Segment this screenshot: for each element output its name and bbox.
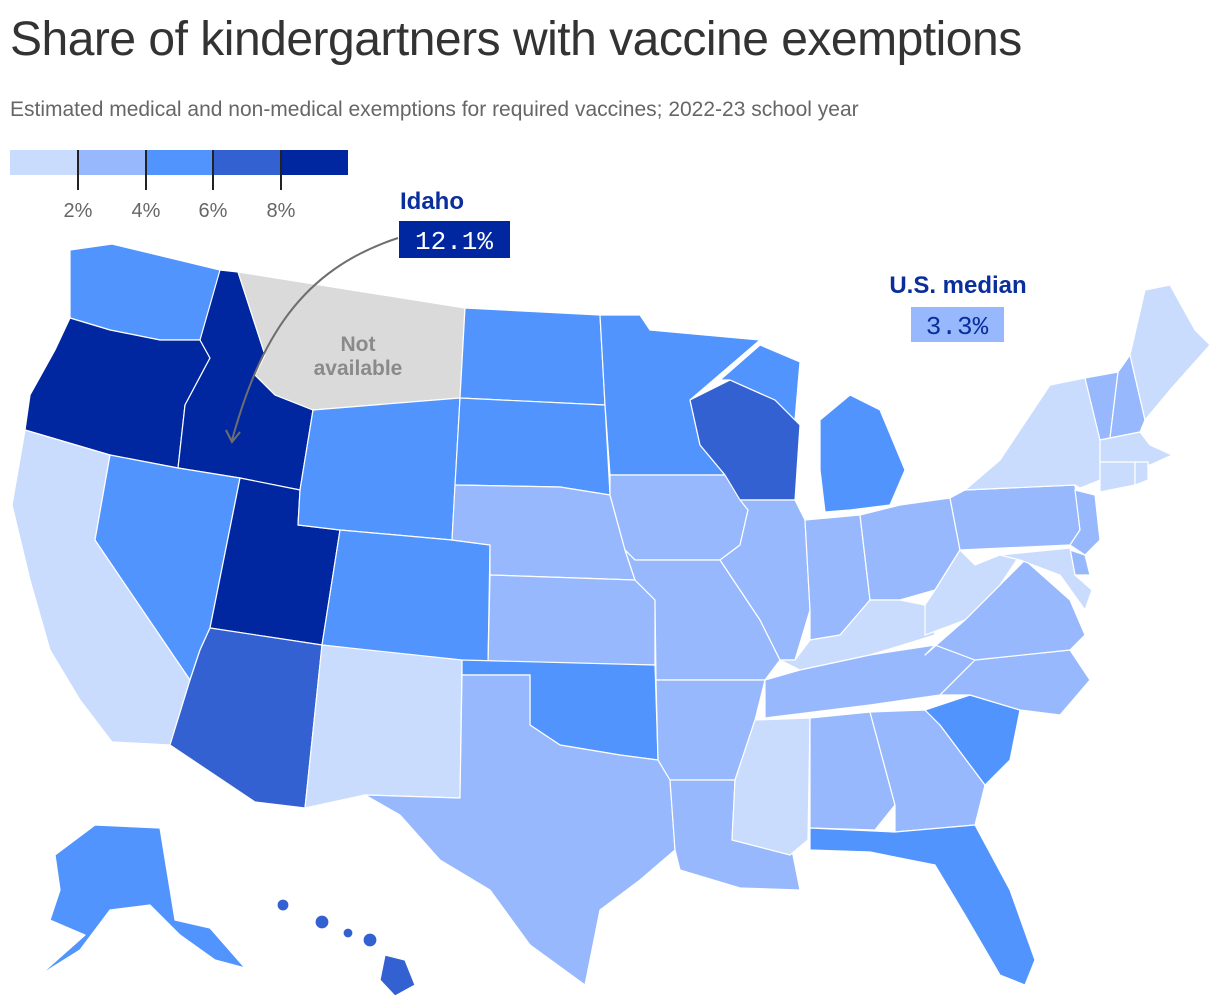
state-MD[interactable] xyxy=(999,547,1093,611)
state-KS[interactable] xyxy=(487,574,656,666)
state-HI-island xyxy=(314,914,330,930)
state-AK[interactable] xyxy=(39,824,246,976)
state-FL[interactable] xyxy=(809,824,1036,986)
idaho-callout-title: Idaho xyxy=(400,188,464,215)
state-NH[interactable] xyxy=(1109,354,1146,439)
not-available-label: Not xyxy=(341,333,376,356)
legend-tick xyxy=(77,150,79,190)
legend-tick xyxy=(280,150,282,190)
legend-swatch xyxy=(213,150,281,175)
legend-tick-label: 8% xyxy=(266,200,296,222)
legend-tick-label: 4% xyxy=(131,200,161,222)
legend-swatch xyxy=(281,150,348,175)
us-median-title: U.S. median xyxy=(889,272,1026,299)
state-ME[interactable] xyxy=(1129,284,1211,421)
legend-tick-label: 2% xyxy=(63,200,93,222)
state-CO[interactable] xyxy=(321,529,491,666)
legend-swatch xyxy=(78,150,146,175)
state-WY[interactable] xyxy=(297,397,461,541)
idaho-arrow xyxy=(231,237,399,441)
color-legend: 2% 4% 6% 8% xyxy=(10,150,348,225)
state-HI-island xyxy=(379,954,416,997)
state-IA[interactable] xyxy=(609,474,749,561)
us-median-value-box xyxy=(911,307,1004,342)
legend-swatch xyxy=(10,150,78,175)
state-TX[interactable] xyxy=(364,674,676,986)
state-SD[interactable] xyxy=(454,397,611,496)
state-NY[interactable] xyxy=(964,377,1101,491)
state-CT[interactable] xyxy=(1099,461,1136,493)
state-NM[interactable] xyxy=(304,644,463,809)
idaho-value: 12.1% xyxy=(415,227,493,257)
state-HI-island xyxy=(276,898,290,912)
state-MI[interactable] xyxy=(719,344,906,513)
chart-subtitle: Estimated medical and non-medical exempt… xyxy=(10,98,859,121)
idaho-value-box xyxy=(399,221,510,258)
state-MO[interactable] xyxy=(624,549,781,681)
state-HI-island xyxy=(342,927,354,939)
state-PA[interactable] xyxy=(949,484,1081,551)
not-available-label: available xyxy=(314,357,403,380)
legend-swatch xyxy=(146,150,213,175)
legend-tick xyxy=(212,150,214,190)
state-ND[interactable] xyxy=(459,307,606,406)
chart-title: Share of kindergartners with vaccine exe… xyxy=(10,13,1022,66)
state-AL[interactable] xyxy=(809,711,896,831)
arrowhead-icon xyxy=(225,429,241,444)
state-HI-island xyxy=(362,932,378,948)
legend-tick-label: 6% xyxy=(198,200,228,222)
legend-tick xyxy=(145,150,147,190)
us-median-value: 3.3% xyxy=(926,312,989,342)
state-HI[interactable] xyxy=(276,898,416,997)
state-RI[interactable] xyxy=(1134,461,1149,486)
